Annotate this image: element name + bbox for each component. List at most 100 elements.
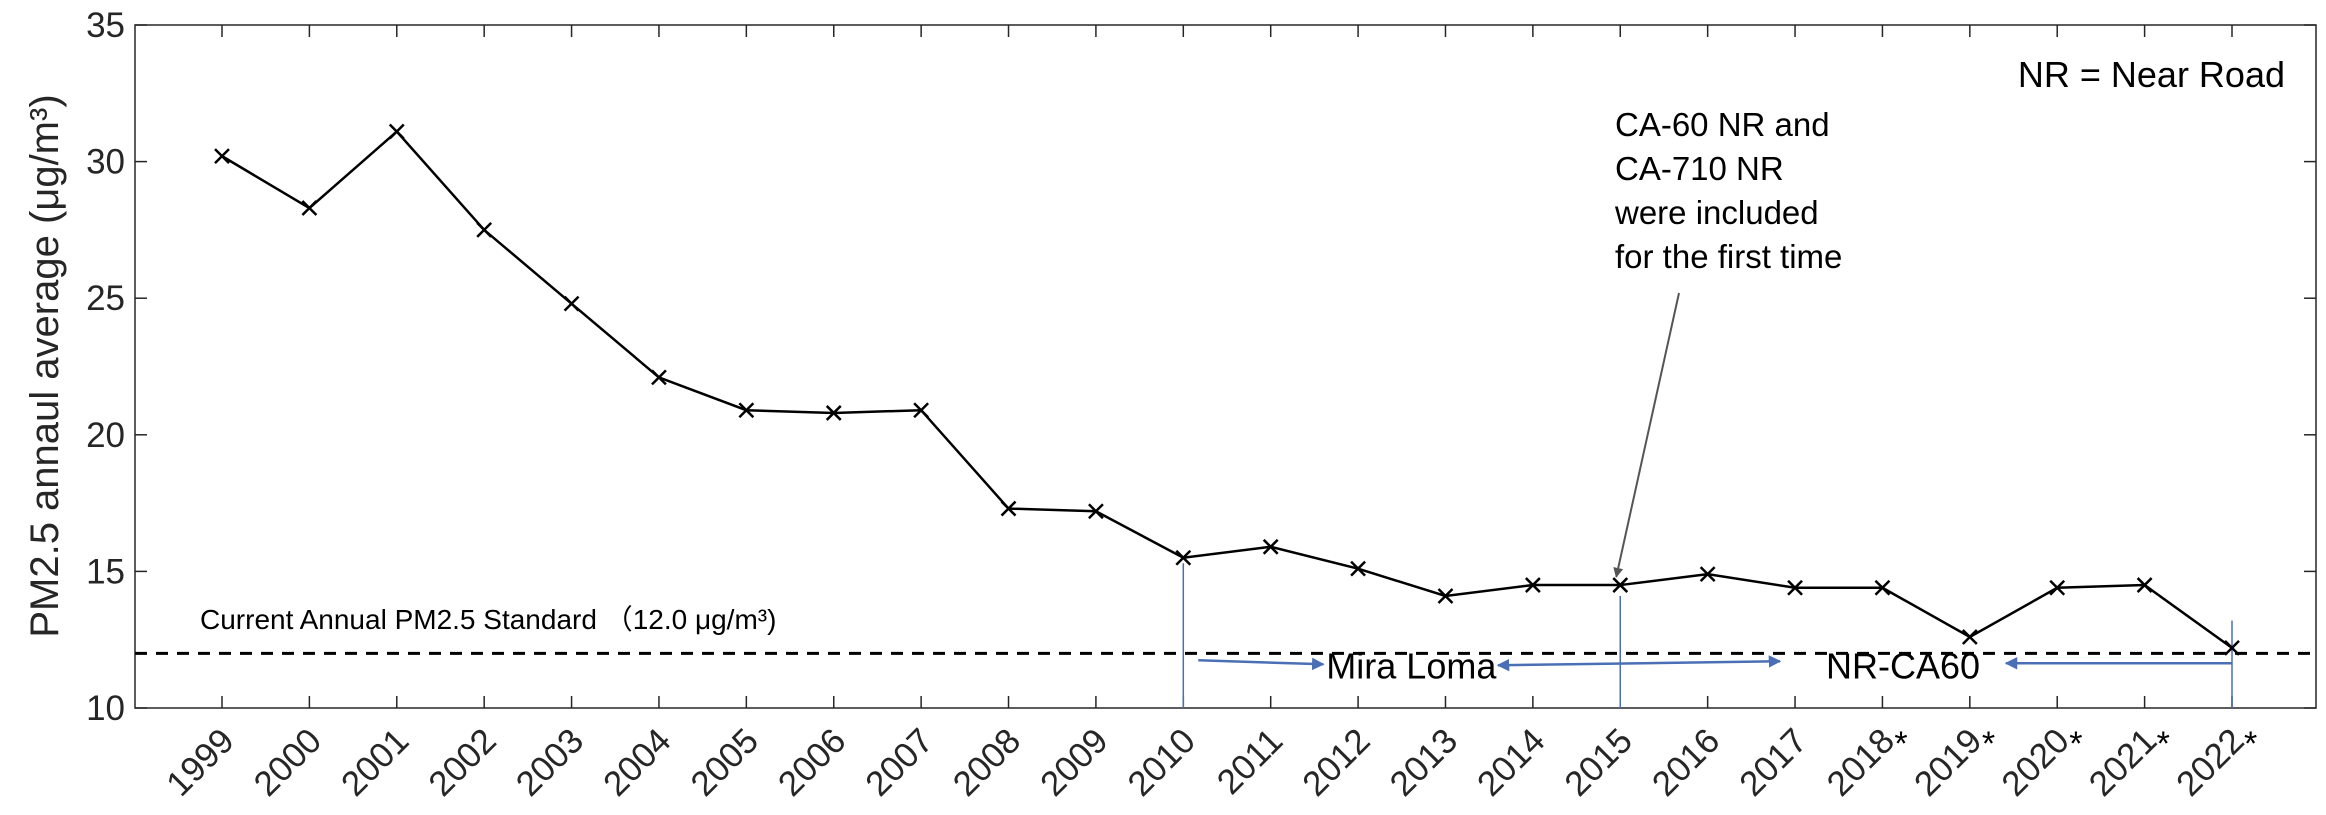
- point-mark-b: [651, 369, 667, 386]
- asterisk-2020: *: [2069, 725, 2082, 763]
- point-2011: [1262, 538, 1279, 555]
- first-time-note-line-4: for the first time: [1615, 238, 1842, 275]
- point-2015: [1612, 577, 1629, 593]
- x-tick-label-2018: 2018: [1819, 721, 1902, 804]
- point-mark-b: [738, 402, 755, 419]
- point-2006: [825, 405, 842, 421]
- point-mark-b: [1874, 579, 1891, 596]
- point-2005: [738, 402, 755, 419]
- y-tick-label-20: 20: [86, 416, 125, 455]
- point-1999: [214, 148, 230, 165]
- point-mark-b: [214, 148, 230, 165]
- point-2007: [913, 402, 930, 419]
- point-mark-b: [1524, 577, 1541, 593]
- x-tick-label-2012: 2012: [1295, 721, 1378, 804]
- point-mark-b: [1088, 503, 1104, 520]
- point-2002: [476, 222, 493, 238]
- x-tick-label-2020: 2020: [1994, 721, 2077, 804]
- mira-loma-span-arrow: [1496, 655, 1782, 672]
- first-time-note-line-1: CA-60 NR and: [1615, 106, 1830, 143]
- x-tick-label-2010: 2010: [1120, 721, 1203, 804]
- point-mark-b: [2049, 579, 2066, 596]
- x-tick-label-2007: 2007: [858, 721, 941, 804]
- first-time-note: CA-60 NR and CA-710 NR were included for…: [1614, 106, 1842, 275]
- asterisk-2022: *: [2244, 725, 2257, 763]
- point-mark-b: [1175, 549, 1192, 566]
- point-mark-b: [1961, 629, 1978, 645]
- point-2003: [563, 295, 580, 312]
- point-2014: [1524, 577, 1541, 593]
- x-axis: 1999 2000 2001 2002 2003 2004 2005 2006 2007 2008…: [159, 25, 2257, 804]
- point-2013: [1437, 588, 1454, 604]
- x-tick-label-2014: 2014: [1470, 721, 1553, 804]
- x-tick-label-2001: 2001: [334, 721, 417, 804]
- point-2000: [301, 200, 318, 216]
- mira-loma-arrow-in: [1198, 657, 1325, 671]
- point-mark-b: [563, 295, 580, 312]
- y-tick-label-15: 15: [86, 552, 125, 591]
- x-tick-label-2004: 2004: [596, 721, 679, 804]
- site-label-nr-ca60: NR-CA60: [1826, 645, 1980, 686]
- point-mark-b: [2136, 577, 2153, 593]
- x-tick-label-2000: 2000: [246, 721, 329, 804]
- point-2019: [1961, 629, 1978, 645]
- series-layer: [214, 123, 2240, 656]
- point-mark-b: [301, 200, 318, 216]
- point-mark-b: [2224, 640, 2240, 656]
- point-mark-b: [1000, 500, 1017, 517]
- point-2001: [388, 123, 405, 140]
- x-tick-label-2021: 2021: [2082, 721, 2165, 804]
- point-mark-b: [1350, 560, 1366, 577]
- point-2017: [1787, 579, 1803, 596]
- point-mark-b: [1262, 538, 1279, 555]
- point-mark-b: [1699, 566, 1716, 583]
- point-2021: [2136, 577, 2153, 593]
- site-range-annotations: Mira Loma NR-CA60: [1182, 563, 2233, 708]
- y-axis: 10 15 20 25 30 35: [86, 6, 2316, 728]
- y-tick-label-10: 10: [86, 689, 125, 728]
- first-time-note-line-2: CA-710 NR: [1615, 150, 1784, 187]
- x-tick-label-2005: 2005: [683, 721, 766, 804]
- point-2008: [1000, 500, 1017, 517]
- point-2022: [2224, 640, 2240, 656]
- point-mark-b: [913, 402, 930, 419]
- x-tick-label-2006: 2006: [771, 721, 854, 804]
- y-tick-label-30: 30: [86, 143, 125, 182]
- x-tick-label-2003: 2003: [509, 721, 592, 804]
- point-mark-b: [1787, 579, 1803, 596]
- point-2010: [1175, 549, 1192, 566]
- asterisk-2021: *: [2157, 725, 2170, 763]
- point-mark-b: [1612, 577, 1629, 593]
- point-2009: [1088, 503, 1104, 520]
- x-tick-label-2008: 2008: [946, 721, 1029, 804]
- reference-line-label: Current Annual PM2.5 Standard （12.0 μg/m…: [200, 604, 776, 635]
- point-mark-b: [1437, 588, 1454, 604]
- x-tick-label-2013: 2013: [1382, 721, 1465, 804]
- x-tick-label-2015: 2015: [1557, 721, 1640, 804]
- asterisk-2019: *: [1982, 725, 1995, 763]
- point-mark-b: [476, 222, 493, 238]
- point-mark-b: [825, 405, 842, 421]
- first-time-note-line-3: were included: [1614, 194, 1819, 231]
- x-tick-label-2017: 2017: [1732, 721, 1815, 804]
- point-2004: [651, 369, 667, 386]
- x-tick-label-2022: 2022: [2169, 721, 2252, 804]
- point-2012: [1350, 560, 1366, 577]
- point-mark-b: [388, 123, 405, 140]
- y-tick-label-25: 25: [86, 279, 125, 318]
- point-2020: [2049, 579, 2066, 596]
- x-tick-label-2016: 2016: [1645, 721, 1728, 804]
- point-2018: [1874, 579, 1891, 596]
- near-road-note: NR = Near Road: [2018, 54, 2285, 95]
- x-tick-label-2009: 2009: [1033, 721, 1116, 804]
- x-tick-label-1999: 1999: [159, 721, 242, 804]
- first-time-pointer-arrow: [1613, 292, 1680, 578]
- y-tick-label-35: 35: [86, 6, 125, 45]
- plot-frame: [134, 24, 2317, 709]
- x-tick-label-2019: 2019: [1907, 721, 1990, 804]
- series-line-0: [221, 129, 2233, 649]
- point-2016: [1699, 566, 1716, 583]
- asterisk-2018: *: [1894, 725, 1907, 763]
- site-label-mira-loma: Mira Loma: [1326, 645, 1497, 686]
